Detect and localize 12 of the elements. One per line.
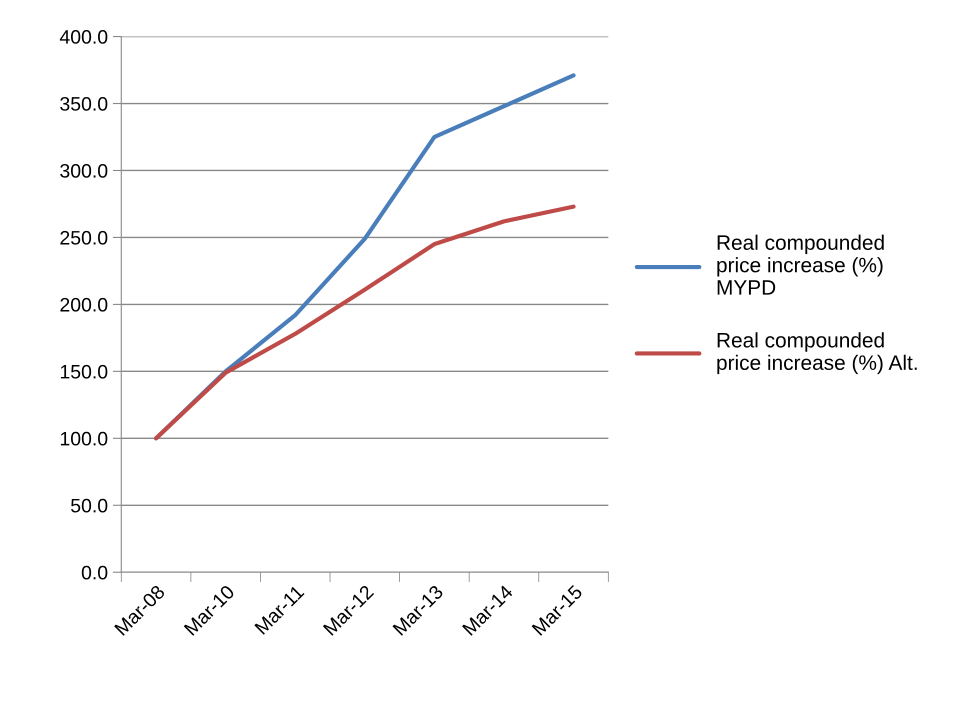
line-series xyxy=(154,204,576,440)
y-tick-label: 0.0 xyxy=(82,566,108,580)
y-tick-label: 100.0 xyxy=(60,432,108,446)
y-tick-label: 150.0 xyxy=(60,364,108,379)
y-tick-label: 250.0 xyxy=(60,230,108,245)
legend-label: Real compounded price increase (%) MYPD xyxy=(717,234,884,295)
legend-label: Real compounded price increase (%) Alt. xyxy=(717,332,917,374)
y-tick-label: 200.0 xyxy=(60,298,108,312)
y-tick-label: 350.0 xyxy=(60,96,108,111)
y-tick-label: 300.0 xyxy=(60,164,108,178)
y-tick-label: 50.0 xyxy=(71,498,108,513)
y-tick-label: 400.0 xyxy=(60,30,108,44)
